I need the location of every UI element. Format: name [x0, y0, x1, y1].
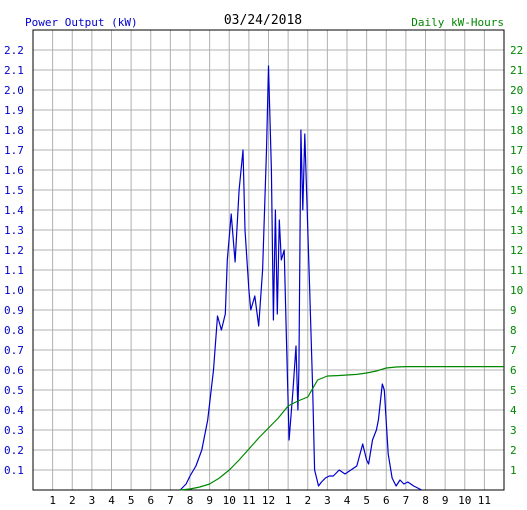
left-tick-label: 1.9	[4, 104, 24, 117]
series-group	[179, 65, 504, 491]
left-tick-label: 1.8	[4, 124, 24, 137]
right-tick-label: 19	[510, 104, 523, 117]
plot-frame	[32, 29, 505, 491]
left-tick-label: 1.2	[4, 244, 24, 257]
x-tick-label: 11	[242, 494, 255, 507]
right-tick-label: 2	[510, 444, 517, 457]
series-line-daily-kwh	[180, 366, 504, 491]
x-tick-label: 2	[69, 494, 76, 507]
x-tick-label: 10	[458, 494, 471, 507]
x-tick-label: 11	[478, 494, 491, 507]
x-tick-label: 4	[108, 494, 115, 507]
right-tick-label: 1	[510, 464, 517, 477]
x-tick-label: 2	[304, 494, 311, 507]
x-tick-label: 8	[422, 494, 429, 507]
x-tick-label: 8	[187, 494, 194, 507]
right-tick-label: 7	[510, 344, 517, 357]
left-tick-label: 2.2	[4, 44, 24, 57]
left-tick-label: 1.5	[4, 184, 24, 197]
x-tick-label: 6	[147, 494, 154, 507]
x-tick-label: 10	[223, 494, 236, 507]
grid-lines	[33, 30, 504, 490]
x-tick-label: 9	[206, 494, 213, 507]
x-tick-label: 3	[324, 494, 331, 507]
right-axis-title: Daily kW-Hours	[411, 16, 504, 29]
left-tick-label: 0.1	[4, 464, 24, 477]
left-tick-label: 1.1	[4, 264, 24, 277]
left-tick-label: 2.0	[4, 84, 24, 97]
left-tick-label: 0.8	[4, 324, 24, 337]
right-tick-label: 21	[510, 64, 523, 77]
right-tick-label: 14	[510, 204, 524, 217]
right-tick-label: 20	[510, 84, 523, 97]
left-tick-label: 0.3	[4, 424, 24, 437]
right-tick-label: 10	[510, 284, 523, 297]
x-tick-label: 5	[128, 494, 135, 507]
x-tick-label: 4	[344, 494, 351, 507]
left-tick-label: 1.0	[4, 284, 24, 297]
x-tick-label: 1	[285, 494, 292, 507]
left-tick-label: 1.7	[4, 144, 24, 157]
right-tick-label: 16	[510, 164, 523, 177]
left-tick-label: 0.6	[4, 364, 24, 377]
series-line-power-output	[179, 65, 422, 491]
right-tick-label: 11	[510, 264, 523, 277]
right-tick-label: 12	[510, 244, 523, 257]
right-tick-label: 18	[510, 124, 523, 137]
x-tick-label: 6	[383, 494, 390, 507]
left-tick-label: 1.6	[4, 164, 24, 177]
right-tick-label: 3	[510, 424, 517, 437]
left-tick-label: 0.7	[4, 344, 24, 357]
x-tick-label: 12	[262, 494, 275, 507]
x-tick-label: 1	[49, 494, 56, 507]
x-tick-label: 5	[363, 494, 370, 507]
x-tick-label: 9	[442, 494, 449, 507]
left-tick-label: 1.3	[4, 224, 24, 237]
chart-title: 03/24/2018	[224, 13, 302, 28]
left-tick-label: 2.1	[4, 64, 24, 77]
right-tick-label: 22	[510, 44, 523, 57]
right-tick-label: 8	[510, 324, 517, 337]
left-tick-label: 0.9	[4, 304, 24, 317]
right-tick-label: 4	[510, 404, 517, 417]
left-axis-title: Power Output (kW)	[25, 16, 138, 29]
x-tick-label: 7	[167, 494, 174, 507]
x-tick-label: 3	[89, 494, 96, 507]
left-tick-label: 0.5	[4, 384, 24, 397]
right-tick-label: 17	[510, 144, 523, 157]
x-tick-label: 7	[403, 494, 410, 507]
left-tick-label: 0.2	[4, 444, 24, 457]
right-tick-label: 5	[510, 384, 517, 397]
left-axis-ticks: 0.1 0.2 0.3 0.4 0.5 0.6 0.7 0.8 0.9 1.0 1.1 1.2 1.3 1…	[4, 44, 24, 477]
x-axis-ticks: 1 2 3 4 5 6 7 8 9 10 11 12 1 2 3 4 5 6 7 8 9 10 11	[49, 494, 491, 507]
left-tick-label: 0.4	[4, 404, 24, 417]
right-tick-label: 13	[510, 224, 523, 237]
right-tick-label: 9	[510, 304, 517, 317]
left-tick-label: 1.4	[4, 204, 24, 217]
right-tick-label: 6	[510, 364, 517, 377]
right-tick-label: 15	[510, 184, 523, 197]
